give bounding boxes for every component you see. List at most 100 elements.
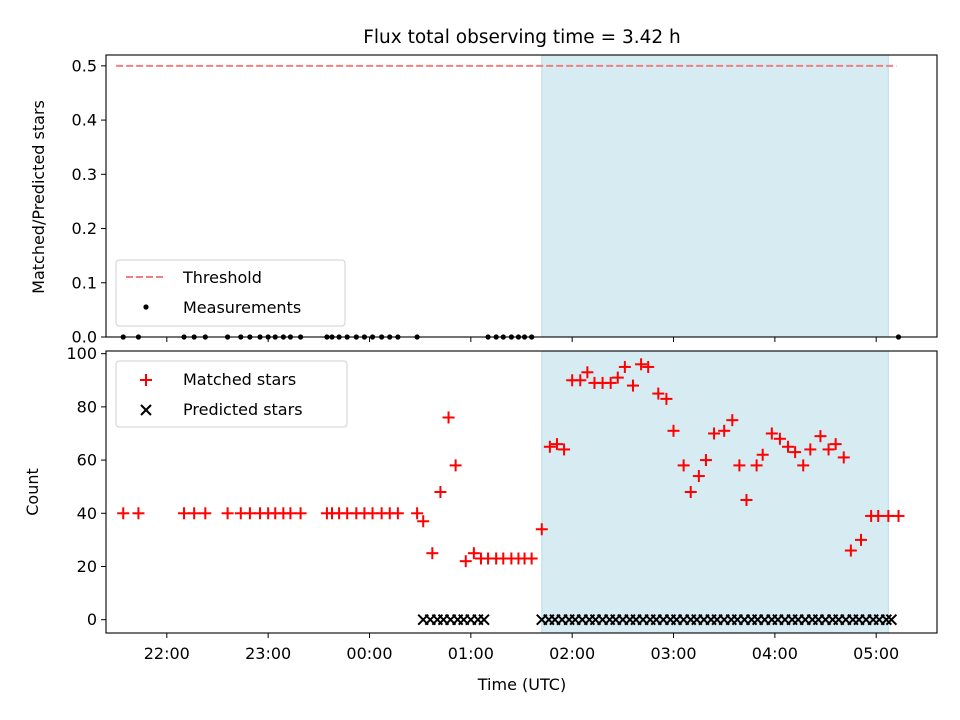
matched-star-point <box>797 459 810 472</box>
x-tick-label: 02:00 <box>549 644 595 663</box>
matched-star-point <box>677 459 690 472</box>
x-tick-label: 03:00 <box>650 644 696 663</box>
top-legend: Threshold Measurements <box>115 259 346 327</box>
predicted-star-point <box>478 613 490 626</box>
bottom-y-ticks: 0 20 40 60 80 100 <box>66 344 106 629</box>
matched-star-point <box>804 443 817 456</box>
x-axis-label: Time (UTC) <box>477 675 566 694</box>
matched-star-point <box>782 440 795 453</box>
matched-star-point <box>635 358 648 371</box>
bottom-x-ticks: 22:00 23:00 00:00 01:00 02:00 03:00 04:00 05:00 <box>144 633 899 663</box>
matched-star-point <box>294 507 307 520</box>
matched-star-point <box>618 360 631 373</box>
matched-star-point <box>611 371 624 384</box>
matched-star-point <box>652 387 665 400</box>
matched-star-point <box>434 486 447 498</box>
legend-matched-swatch <box>140 374 152 386</box>
matched-star-point <box>178 507 191 520</box>
matched-star-point <box>733 459 746 472</box>
matched-star-point <box>756 448 769 461</box>
matched-star-point <box>626 379 639 392</box>
matched-star-point <box>117 507 130 520</box>
top-axes-frame <box>105 54 938 338</box>
top-legend-box <box>115 259 346 327</box>
matched-star-point <box>726 414 739 427</box>
matched-star-point <box>829 438 842 451</box>
bottom-y-axis-label: Count <box>23 468 42 516</box>
y-tick-label: 0.5 <box>72 56 97 75</box>
top-panel: 0.0 0.1 0.2 0.3 0.4 0.5 Matched/Predicted sta… <box>29 54 938 347</box>
top-x-ticks <box>166 337 877 342</box>
bottom-legend-box <box>115 360 348 428</box>
matched-star-point <box>581 366 594 379</box>
matched-star-point <box>844 544 857 557</box>
bottom-series <box>117 358 905 626</box>
matched-star-point <box>789 446 802 459</box>
matched-star-point <box>699 454 712 467</box>
top-y-axis-label: Matched/Predicted stars <box>29 100 48 294</box>
matched-star-point <box>221 507 234 520</box>
x-tick-label: 00:00 <box>346 644 392 663</box>
matched-star-point <box>426 547 439 560</box>
matched-star-point <box>417 515 430 528</box>
bottom-axes-frame <box>105 350 938 634</box>
y-tick-label: 60 <box>77 451 97 470</box>
x-tick-label: 04:00 <box>752 644 798 663</box>
matched-star-point <box>750 459 763 472</box>
bottom-legend: Matched stars Predicted stars <box>115 360 348 428</box>
y-tick-label: 40 <box>77 504 97 523</box>
matched-star-point <box>740 493 753 506</box>
legend-predicted-swatch <box>140 404 152 416</box>
matched-star-point <box>660 392 673 405</box>
predicted-star-point <box>885 613 898 626</box>
matched-star-point <box>882 509 895 522</box>
matched-star-point <box>391 507 404 520</box>
x-tick-label: 05:00 <box>853 644 899 663</box>
matched-star-point <box>188 507 201 520</box>
matched-star-point <box>604 376 617 389</box>
matched-star-point <box>837 451 850 464</box>
legend-predicted-label: Predicted stars <box>183 400 303 419</box>
matched-star-point <box>467 547 480 560</box>
y-tick-label: 100 <box>66 344 97 363</box>
matched-star-point <box>243 507 256 520</box>
matched-star-point <box>854 533 867 546</box>
bottom-shaded-span <box>541 350 889 634</box>
legend-measurements-label: Measurements <box>183 298 301 317</box>
x-tick-label: 23:00 <box>245 644 291 663</box>
matched-star-point <box>525 552 538 565</box>
top-y-ticks: 0.0 0.1 0.2 0.3 0.4 0.5 <box>72 56 106 347</box>
matched-star-point <box>642 360 655 373</box>
x-tick-label: 01:00 <box>448 644 494 663</box>
y-tick-label: 0.2 <box>72 219 97 238</box>
matched-star-point <box>459 555 472 568</box>
matched-star-point <box>132 507 145 520</box>
matched-star-point <box>543 440 556 453</box>
predicted-star-point <box>880 613 893 626</box>
matched-star-point <box>773 432 786 445</box>
legend-threshold-label: Threshold <box>182 268 262 287</box>
matched-star-point <box>667 424 680 437</box>
matched-star-point <box>442 411 455 424</box>
matched-star-point <box>550 438 563 451</box>
matched-star-point <box>692 470 705 483</box>
matched-star-point <box>718 424 731 437</box>
y-tick-label: 0.4 <box>72 111 97 130</box>
y-tick-label: 80 <box>77 397 97 416</box>
matched-star-point <box>199 507 212 520</box>
matched-star-point <box>574 374 587 387</box>
y-tick-label: 0.3 <box>72 165 97 184</box>
y-tick-label: 20 <box>77 557 97 576</box>
matched-star-point <box>449 459 462 472</box>
x-tick-label: 22:00 <box>144 644 190 663</box>
matched-star-point <box>558 443 571 456</box>
matched-star-point <box>708 427 721 440</box>
matched-star-point <box>822 443 835 456</box>
matched-star-point <box>411 507 424 520</box>
bottom-panel: 0 20 40 60 80 100 22:00 23:00 00:00 01:00 02:00 03… <box>23 344 938 694</box>
y-tick-label: 0.1 <box>72 273 97 292</box>
y-tick-label: 0.0 <box>72 328 97 347</box>
matched-star-point <box>872 509 885 522</box>
matched-star-point <box>284 507 297 520</box>
